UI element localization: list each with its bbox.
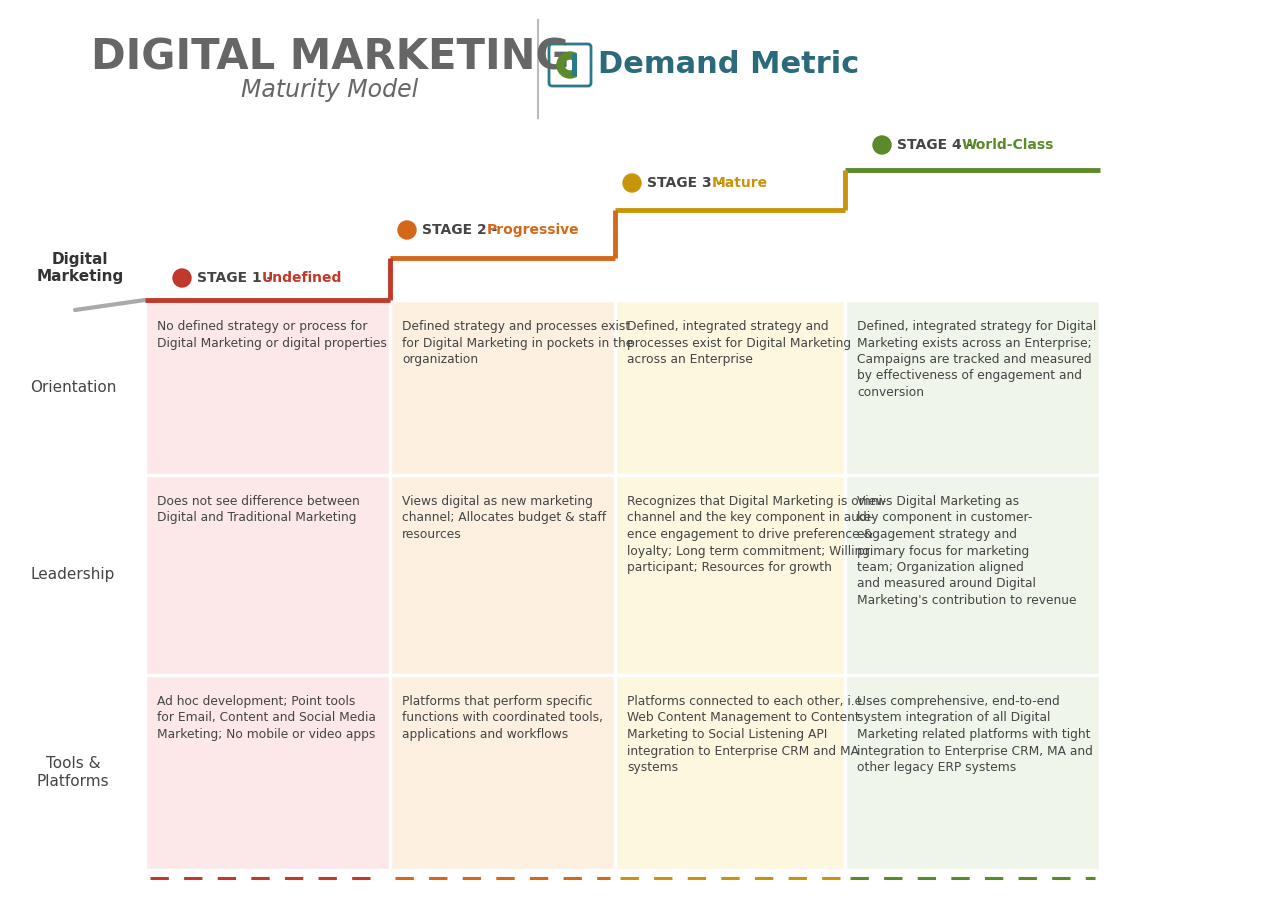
Text: Defined, integrated strategy and
processes exist for Digital Marketing
across an: Defined, integrated strategy and process…: [627, 320, 851, 366]
Text: Orientation: Orientation: [29, 380, 116, 395]
Text: World-Class: World-Class: [963, 138, 1055, 152]
Text: Views Digital Marketing as
key component in customer-
engagement strategy and
pr: Views Digital Marketing as key component…: [858, 495, 1076, 607]
Bar: [145, 475, 390, 675]
Circle shape: [873, 136, 891, 154]
Wedge shape: [557, 52, 576, 78]
Text: STAGE 4 -: STAGE 4 -: [897, 138, 977, 152]
Text: Progressive: Progressive: [486, 223, 580, 237]
Bar: [614, 675, 845, 870]
Bar: [390, 475, 614, 675]
Bar: [390, 300, 614, 475]
Text: STAGE 3 -: STAGE 3 -: [646, 176, 727, 190]
Bar: [390, 675, 614, 870]
Bar: [614, 475, 845, 675]
Circle shape: [173, 269, 191, 287]
Text: Demand Metric: Demand Metric: [598, 51, 859, 80]
Text: Ad hoc development; Point tools
for Email, Content and Social Media
Marketing; N: Ad hoc development; Point tools for Emai…: [157, 695, 376, 741]
Text: Does not see difference between
Digital and Traditional Marketing: Does not see difference between Digital …: [157, 495, 360, 525]
Text: Tools &
Platforms: Tools & Platforms: [37, 757, 109, 788]
Circle shape: [623, 174, 641, 192]
Text: Maturity Model: Maturity Model: [242, 78, 419, 102]
Text: Uses comprehensive, end-to-end
system integration of all Digital
Marketing relat: Uses comprehensive, end-to-end system in…: [858, 695, 1093, 774]
Text: STAGE 1 -: STAGE 1 -: [197, 271, 278, 285]
Bar: [572, 54, 577, 76]
Text: DIGITAL MARKETING: DIGITAL MARKETING: [91, 37, 570, 79]
Text: Undefined: Undefined: [262, 271, 342, 285]
Text: Platforms connected to each other, i.e.
Web Content Management to Content
Market: Platforms connected to each other, i.e. …: [627, 695, 867, 774]
FancyBboxPatch shape: [549, 44, 591, 86]
Text: Defined strategy and processes exist
for Digital Marketing in pockets in the
org: Defined strategy and processes exist for…: [402, 320, 634, 366]
Bar: [145, 300, 390, 475]
Text: Platforms that perform specific
functions with coordinated tools,
applications a: Platforms that perform specific function…: [402, 695, 603, 741]
Text: Defined, integrated strategy for Digital
Marketing exists across an Enterprise;
: Defined, integrated strategy for Digital…: [858, 320, 1096, 399]
Text: Recognizes that Digital Marketing is omni-
channel and the key component in audi: Recognizes that Digital Marketing is omn…: [627, 495, 886, 574]
Text: Views digital as new marketing
channel; Allocates budget & staff
resources: Views digital as new marketing channel; …: [402, 495, 607, 541]
Bar: [614, 300, 845, 475]
Text: No defined strategy or process for
Digital Marketing or digital properties: No defined strategy or process for Digit…: [157, 320, 387, 349]
Bar: [845, 475, 1100, 675]
Circle shape: [398, 221, 416, 239]
Text: Mature: Mature: [712, 176, 768, 190]
Text: Digital
Marketing: Digital Marketing: [36, 252, 124, 284]
Text: Leadership: Leadership: [31, 567, 115, 583]
Bar: [845, 300, 1100, 475]
Bar: [845, 675, 1100, 870]
Bar: [145, 675, 390, 870]
Text: STAGE 2 -: STAGE 2 -: [422, 223, 502, 237]
